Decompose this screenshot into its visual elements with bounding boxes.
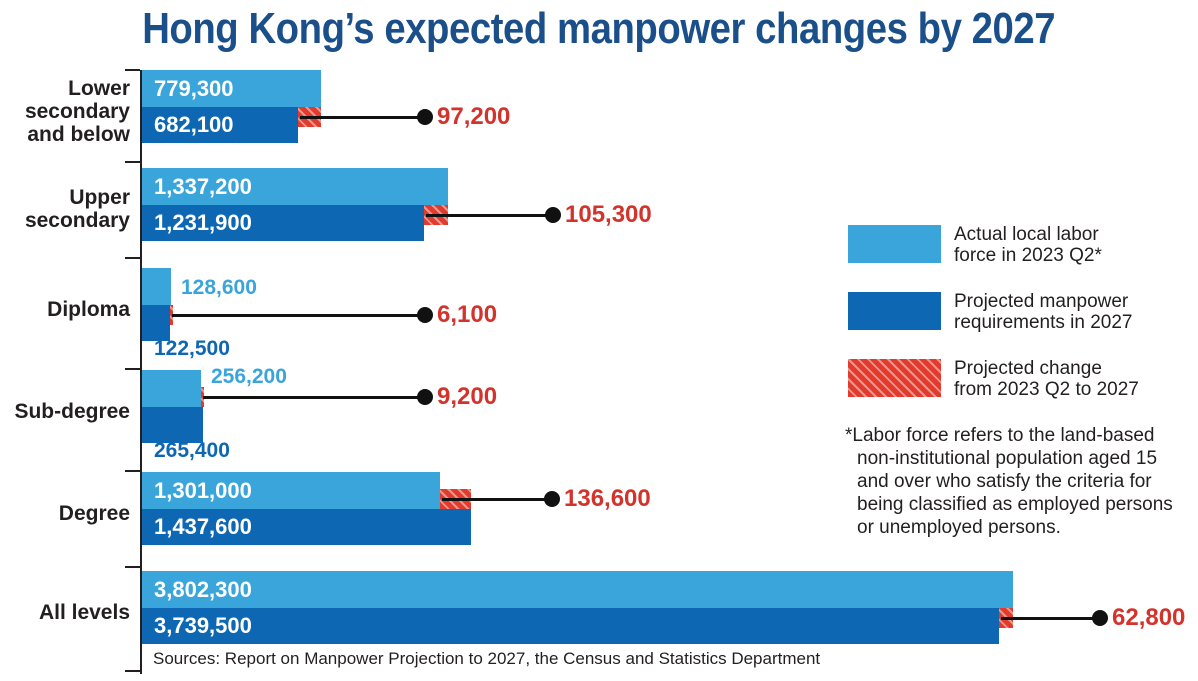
bar-actual (142, 70, 321, 107)
change-value: 97,200 (437, 103, 511, 130)
category-label: Upper secondary (25, 186, 130, 232)
legend-label-line: from 2023 Q2 to 2027 (954, 379, 1139, 400)
change-value: 136,600 (564, 485, 651, 512)
bar-actual-value: 256,200 (211, 365, 287, 388)
category-label-line: Upper (69, 186, 130, 209)
bar-projected (142, 305, 170, 341)
category-label-line: secondary (24, 209, 130, 232)
legend-label-line: force in 2023 Q2* (954, 245, 1102, 266)
bar-projected-value: 1,231,900 (154, 210, 252, 235)
axis-tick-1 (125, 161, 140, 163)
change-callout-line (1001, 617, 1100, 620)
bar-projected-value: 682,100 (154, 112, 234, 137)
bar-actual-value: 1,301,000 (154, 478, 252, 503)
bar-actual (142, 268, 171, 305)
axis-tick-4 (125, 470, 140, 472)
change-callout-line (300, 116, 425, 119)
legend-item-projected: Projected manpower requirements in 2027 (848, 291, 1139, 333)
bar-projected (142, 407, 203, 443)
change-value: 9,200 (437, 383, 498, 410)
bar-actual-value: 128,600 (181, 276, 257, 299)
footnote-line: or unemployed persons. (857, 517, 1061, 538)
footnote: *Labor force refers to the land-based non… (845, 424, 1198, 539)
legend: Actual local labor force in 2023 Q2* Proje… (848, 224, 1139, 426)
legend-swatch-projected (848, 292, 941, 330)
bar-actual-value: 1,337,200 (154, 174, 252, 199)
category-label-line: Diploma (47, 298, 130, 321)
axis-tick-5 (125, 566, 140, 568)
category-label-line: and below (27, 123, 130, 146)
legend-label: Actual local labor force in 2023 Q2* (954, 224, 1102, 266)
legend-item-change: Projected change from 2023 Q2 to 2027 (848, 358, 1139, 400)
legend-label: Projected manpower requirements in 2027 (954, 291, 1133, 333)
change-dot (417, 389, 433, 405)
bar-projected (142, 205, 424, 241)
change-callout-line (426, 214, 553, 217)
bar-actual-value: 3,802,300 (154, 577, 252, 602)
category-label-line: Lower (68, 77, 130, 100)
bar-projected (142, 608, 999, 644)
footnote-line: *Labor force refers to the land-based (845, 425, 1155, 446)
change-dot (417, 109, 433, 125)
legend-swatch-actual (848, 225, 941, 263)
bar-projected (142, 509, 471, 545)
change-hatch (201, 387, 204, 407)
change-value: 6,100 (437, 301, 498, 328)
chart-title: Hong Kong’s expected manpower changes by… (142, 4, 1056, 53)
change-dot (544, 491, 560, 507)
legend-label-line: Projected manpower (954, 291, 1129, 312)
change-callout-line (203, 396, 425, 399)
legend-label: Projected change from 2023 Q2 to 2027 (954, 358, 1139, 400)
legend-label-line: requirements in 2027 (954, 312, 1133, 333)
bar-actual (142, 168, 448, 205)
category-label: Sub-degree (14, 400, 130, 423)
change-hatch (170, 305, 173, 325)
category-label-line: Sub-degree (14, 400, 130, 423)
change-dot (545, 207, 561, 223)
bar-projected-value: 3,739,500 (154, 613, 252, 638)
bar-actual (142, 472, 440, 509)
title-wrap: Hong Kong’s expected manpower changes by… (0, 4, 1198, 54)
change-callout-line (442, 498, 552, 501)
axis-tick-0 (125, 69, 140, 71)
footnote-line: non-institutional population aged 15 (857, 448, 1158, 469)
legend-label-line: Projected change (954, 358, 1102, 379)
source-note: Sources: Report on Manpower Projection t… (153, 649, 821, 668)
axis-tick-3 (125, 368, 140, 370)
change-value: 105,300 (565, 201, 652, 228)
category-label-line: secondary (24, 100, 130, 123)
category-label: Diploma (47, 298, 130, 321)
category-label-line: All levels (38, 601, 130, 624)
footnote-line: being classified as employed persons (857, 494, 1173, 515)
change-value: 62,800 (1112, 604, 1186, 631)
bar-projected-value: 265,400 (154, 439, 230, 462)
category-label: Lower secondary and below (25, 77, 130, 146)
y-axis-line (140, 70, 142, 674)
bar-actual (142, 370, 201, 407)
bar-projected-value: 122,500 (154, 337, 230, 360)
bar-projected-value: 1,437,600 (154, 514, 252, 539)
legend-item-actual: Actual local labor force in 2023 Q2* (848, 224, 1139, 266)
footnote-line: and over who satisfy the criteria for (857, 471, 1152, 492)
axis-tick-2 (125, 257, 140, 259)
category-label-line: Degree (58, 502, 130, 525)
axis-tick-6 (125, 670, 140, 672)
change-dot (1092, 610, 1108, 626)
legend-swatch-change (848, 359, 941, 397)
bar-actual-value: 779,300 (154, 76, 234, 101)
category-label: Degree (59, 502, 130, 525)
legend-label-line: Actual local labor (954, 224, 1099, 245)
bar-projected (142, 107, 298, 143)
change-callout-line (172, 314, 425, 317)
change-dot (417, 307, 433, 323)
bar-actual (142, 571, 1013, 608)
category-label: All levels (39, 601, 130, 624)
